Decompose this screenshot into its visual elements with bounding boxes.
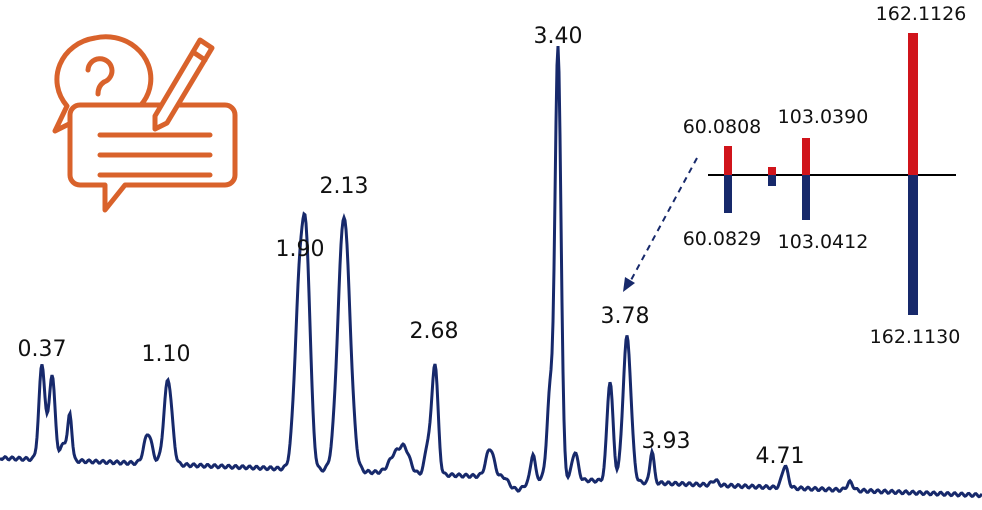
- mz-label: 103.0390: [778, 106, 869, 128]
- bottom-bar: [802, 175, 810, 220]
- peak-label: 2.68: [410, 319, 459, 344]
- question-icon: [52, 34, 238, 213]
- mz-label: 162.1130: [870, 326, 961, 348]
- bottom-bar: [724, 175, 732, 213]
- bottom-bar: [768, 175, 776, 186]
- mz-label: 60.0829: [683, 228, 762, 250]
- mz-label: 60.0808: [683, 116, 762, 138]
- peak-label: 1.10: [142, 342, 191, 367]
- top-bar: [768, 167, 776, 175]
- mirror-spectrum: 60.0808 103.0390 162.1126 60.0829 103.04…: [623, 3, 966, 348]
- chromatogram-trace: [0, 46, 982, 499]
- mz-label: 162.1126: [876, 3, 967, 25]
- peak-label: 1.90: [276, 237, 325, 262]
- peak-label: 4.71: [756, 444, 805, 469]
- top-bar: [908, 33, 918, 175]
- bottom-bar: [908, 175, 918, 315]
- peak-label: 2.13: [320, 174, 369, 199]
- mz-label: 103.0412: [778, 231, 869, 253]
- peak-label: 3.78: [601, 304, 650, 329]
- peak-label: 3.93: [642, 429, 691, 454]
- arrowhead: [623, 277, 635, 292]
- peak-label: 0.37: [18, 337, 67, 362]
- peak-label: 3.40: [534, 24, 583, 49]
- top-bar: [724, 146, 732, 175]
- top-bar: [802, 138, 810, 175]
- arrow: [629, 157, 698, 283]
